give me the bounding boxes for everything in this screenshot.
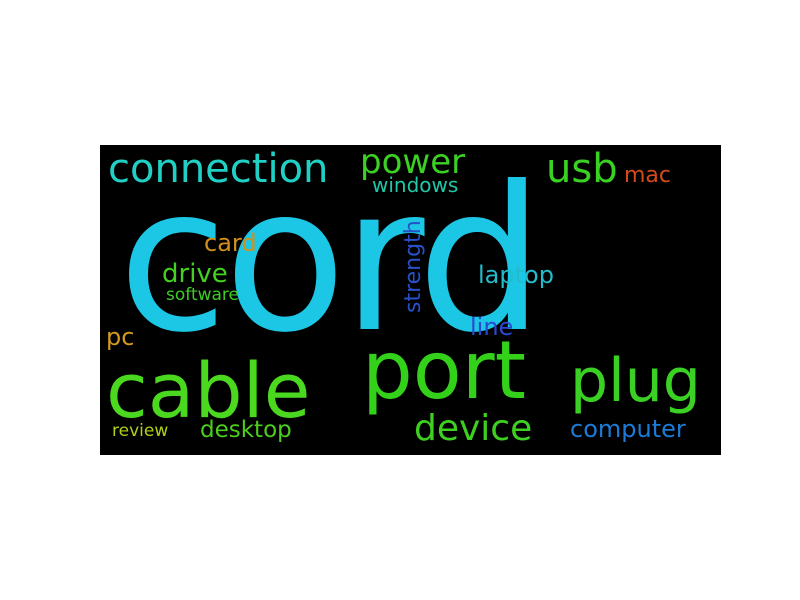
word-pc: pc — [106, 323, 135, 351]
word-laptop: laptop — [478, 261, 554, 289]
word-computer: computer — [570, 415, 686, 443]
word-power: power — [360, 145, 466, 182]
word-software: software — [166, 285, 240, 305]
word-desktop: desktop — [200, 417, 292, 443]
word-port: port — [362, 324, 526, 417]
word-mac: mac — [624, 163, 672, 188]
word-cable: cable — [106, 346, 311, 435]
word-connection: connection — [108, 146, 329, 192]
word-cord: cord — [118, 145, 544, 377]
word-plug: plug — [570, 346, 701, 416]
word-card: card — [204, 229, 257, 257]
word-line: line — [470, 313, 514, 341]
word-cloud-canvas: cord port cable plug connection power us… — [100, 145, 721, 455]
word-strength: strength — [401, 220, 426, 313]
word-usb: usb — [546, 146, 618, 192]
word-drive: drive — [162, 259, 228, 289]
word-device: device — [414, 408, 533, 449]
word-windows: windows — [372, 173, 459, 197]
word-review: review — [112, 421, 169, 441]
